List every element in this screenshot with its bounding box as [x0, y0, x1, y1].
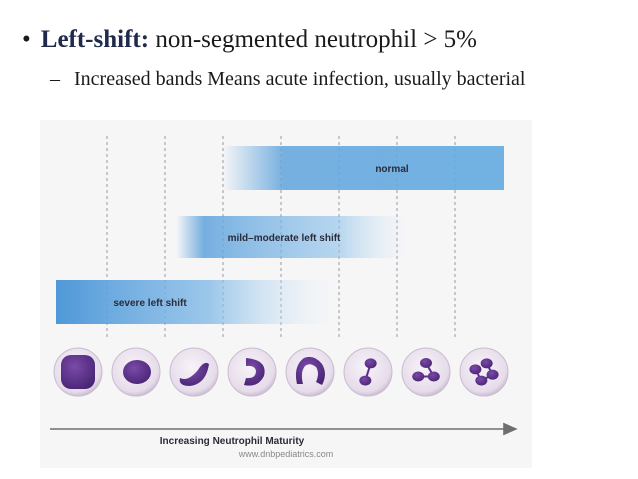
neutrophil-maturity-figure: normal mild–moderate left shift severe l… [40, 120, 532, 468]
sub-bullet-text: Increased bands Means acute infection, u… [74, 68, 526, 90]
cell-nucleus [295, 356, 325, 385]
cell-cytoplasm [169, 347, 219, 397]
cell-nucleus [61, 355, 95, 389]
severe-range-band [56, 280, 336, 324]
sub-bullet: – Increased bands Means acute infection,… [50, 66, 570, 93]
bullet-term: Left-shift: [40, 26, 150, 53]
myeloblast-cell [53, 347, 103, 397]
normal-band-label: normal [375, 164, 409, 175]
nucleus-lobe [475, 375, 488, 386]
cell-cytoplasm [459, 347, 509, 397]
cell-nucleus [179, 362, 209, 386]
nucleus-lobe [469, 364, 482, 375]
mild-moderate-band-label: mild–moderate left shift [228, 233, 341, 244]
sub-bullet-marker: – [50, 68, 60, 90]
nucleus-lobe [420, 358, 432, 368]
promyelocyte-cell [111, 347, 161, 397]
normal-range-band [222, 146, 504, 190]
band-cell [285, 347, 335, 397]
maturity-diagram: normal mild–moderate left shift severe l… [50, 136, 518, 447]
nucleus-lobe [427, 371, 440, 382]
cell-cytoplasm [285, 347, 335, 397]
segmented-4-lobe-cell [459, 347, 509, 397]
severe-band-label: severe left shift [113, 298, 187, 309]
watermark: www.dnbpediatrics.com [238, 449, 334, 459]
nucleus-lobe [412, 371, 425, 382]
cell-cytoplasm [227, 347, 277, 397]
cell-nucleus [123, 360, 151, 384]
cell-nucleus [244, 358, 265, 386]
metamyelocyte-cell [227, 347, 277, 397]
nucleus-lobe [480, 358, 493, 369]
mild-moderate-range-band [176, 216, 408, 258]
bullet-marker: • [22, 26, 31, 53]
nucleus-lobe [364, 358, 377, 369]
maturity-axis-label: Increasing Neutrophil Maturity [160, 436, 305, 447]
bullet-text: non-segmented neutrophil > 5% [149, 26, 477, 53]
bullet-left-shift: • Left-shift: non-segmented neutrophil > … [22, 26, 477, 54]
nucleus-lobe [486, 369, 499, 380]
cell-cytoplasm [401, 347, 451, 397]
segmented-3-lobe-cell [401, 347, 451, 397]
neutrophil-stages [53, 347, 509, 397]
segmented-2-lobe-cell [343, 347, 393, 397]
myelocyte-cell [169, 347, 219, 397]
nucleus-lobe [359, 375, 372, 386]
